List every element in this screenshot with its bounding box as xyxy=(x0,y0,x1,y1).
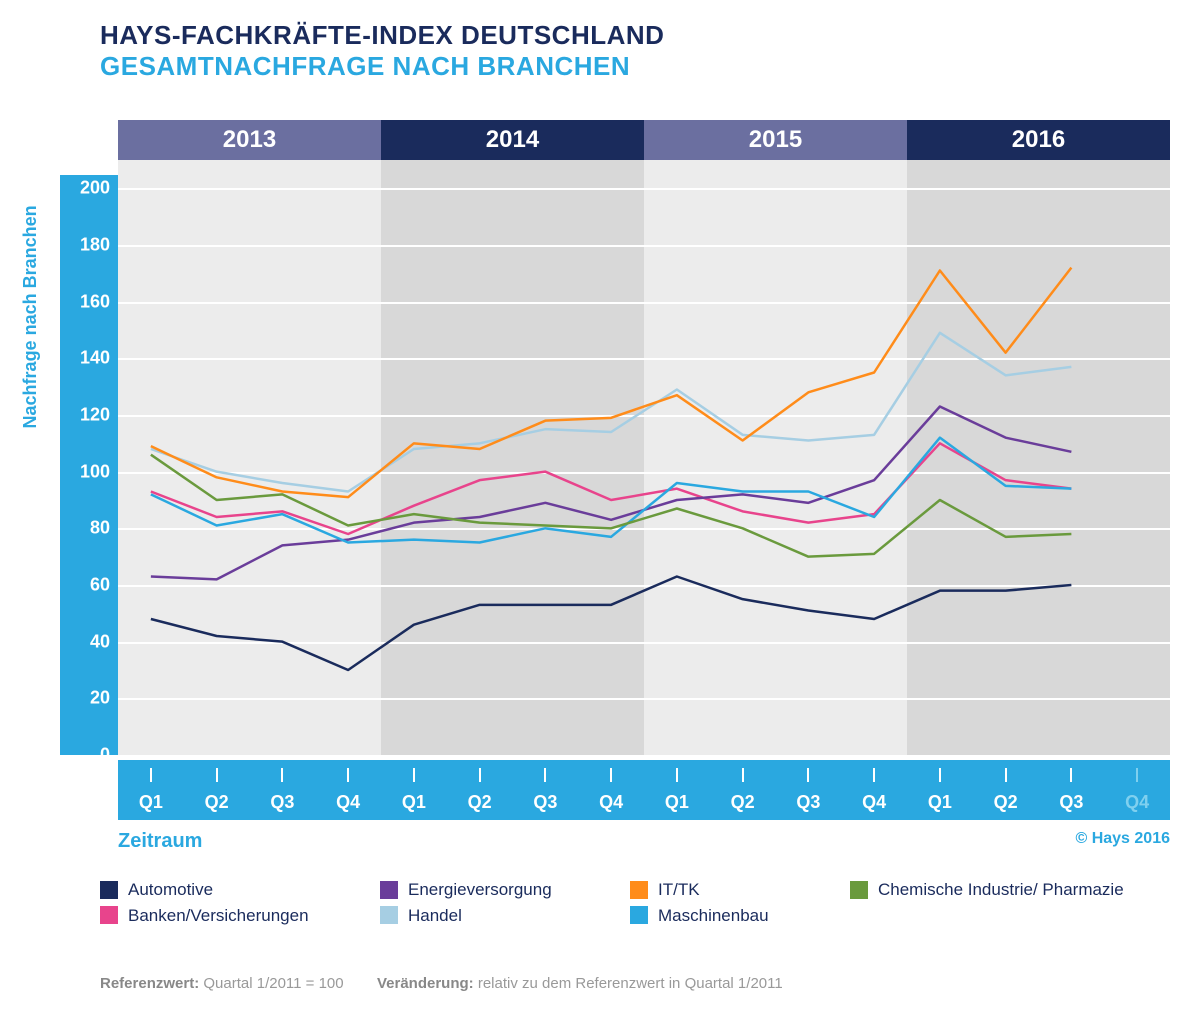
y-axis-label: Nachfrage nach Branchen xyxy=(20,205,41,428)
x-axis-bar: Q1 Q2 Q3 Q4 Q1 Q2 Q3 Q4 Q1 Q2 Q3 Q4 Q1 Q2 Q3 Q4 xyxy=(118,760,1170,820)
legend-item: Handel xyxy=(380,906,552,926)
legend-label: Automotive xyxy=(128,880,213,900)
y-tick-label: 60 xyxy=(90,575,110,596)
legend-swatch xyxy=(100,906,118,924)
x-tick-label: Q4 xyxy=(599,792,623,813)
year-header: 2014 xyxy=(381,120,644,160)
y-axis-bar: 204060801001201401601802000 xyxy=(60,175,118,755)
x-tick-label: Q2 xyxy=(468,792,492,813)
y-tick-label: 200 xyxy=(80,178,110,199)
footnote-chg-label: Veränderung: xyxy=(377,975,474,992)
x-tick-mark xyxy=(610,768,612,782)
x-tick-mark xyxy=(676,768,678,782)
y-tick-label: 140 xyxy=(80,348,110,369)
series-line xyxy=(151,438,1072,543)
year-header: 2013 xyxy=(118,120,381,160)
legend-label: Banken/Versicherungen xyxy=(128,906,309,926)
footnote-chg-text: relativ zu dem Referenzwert in Quartal 1… xyxy=(474,975,783,992)
x-tick-mark xyxy=(807,768,809,782)
line-chart-svg xyxy=(118,160,1170,755)
x-axis-label: Zeitraum xyxy=(118,830,202,853)
chart-container: Nachfrage nach Branchen 2040608010012014… xyxy=(30,120,1170,820)
x-tick-mark xyxy=(347,768,349,782)
x-tick-label: Q1 xyxy=(665,792,689,813)
x-tick-mark xyxy=(413,768,415,782)
x-tick-label: Q2 xyxy=(994,792,1018,813)
x-tick-label: Q3 xyxy=(796,792,820,813)
x-tick-label: Q1 xyxy=(928,792,952,813)
x-tick-mark xyxy=(1005,768,1007,782)
legend-item: Banken/Versicherungen xyxy=(100,906,309,926)
x-tick-mark xyxy=(939,768,941,782)
legend-label: Chemische Industrie/ Pharmazie xyxy=(878,880,1124,900)
gridline xyxy=(118,755,1170,757)
x-tick-mark xyxy=(281,768,283,782)
x-tick-label: Q2 xyxy=(205,792,229,813)
y-tick-label: 0 xyxy=(100,745,110,766)
x-tick-mark xyxy=(544,768,546,782)
x-tick-label: Q2 xyxy=(731,792,755,813)
x-tick-mark xyxy=(150,768,152,782)
chart-title: HAYS-FACHKRÄFTE-INDEX DEUTSCHLAND GESAMT… xyxy=(100,20,664,82)
legend-swatch xyxy=(100,881,118,899)
series-line xyxy=(151,577,1072,671)
plot-area: 2013201420152016 xyxy=(118,120,1170,755)
footnote-ref-label: Referenzwert: xyxy=(100,975,199,992)
legend-swatch xyxy=(380,906,398,924)
legend-label: Maschinenbau xyxy=(658,906,769,926)
y-tick-label: 100 xyxy=(80,461,110,482)
legend-column: Automotive Banken/Versicherungen xyxy=(100,880,309,931)
copyright-text: © Hays 2016 xyxy=(1075,830,1170,848)
legend-column: IT/TK Maschinenbau xyxy=(630,880,769,931)
y-tick-label: 80 xyxy=(90,518,110,539)
x-tick-mark xyxy=(742,768,744,782)
footnote-ref-text: Quartal 1/2011 = 100 xyxy=(199,975,343,992)
x-tick-label: Q3 xyxy=(270,792,294,813)
y-tick-label: 40 xyxy=(90,631,110,652)
legend-swatch xyxy=(380,881,398,899)
x-tick-label: Q3 xyxy=(1059,792,1083,813)
legend-label: IT/TK xyxy=(658,880,700,900)
series-line xyxy=(151,268,1072,498)
legend-swatch xyxy=(630,906,648,924)
x-tick-mark xyxy=(1070,768,1072,782)
legend-label: Energieversorgung xyxy=(408,880,552,900)
y-tick-label: 120 xyxy=(80,405,110,426)
y-tick-label: 20 xyxy=(90,688,110,709)
legend-column: Chemische Industrie/ Pharmazie xyxy=(850,880,1124,906)
x-tick-mark xyxy=(479,768,481,782)
x-tick-label: Q4 xyxy=(336,792,360,813)
x-tick-label: Q4 xyxy=(1125,792,1149,813)
year-header: 2015 xyxy=(644,120,907,160)
y-tick-label: 180 xyxy=(80,235,110,256)
legend-item: Energieversorgung xyxy=(380,880,552,900)
title-line-2: GESAMTNACHFRAGE NACH BRANCHEN xyxy=(100,51,664,82)
legend-label: Handel xyxy=(408,906,462,926)
x-tick-mark xyxy=(1136,768,1138,782)
legend-item: Automotive xyxy=(100,880,309,900)
x-tick-mark xyxy=(873,768,875,782)
legend-swatch xyxy=(630,881,648,899)
footnote: Referenzwert: Quartal 1/2011 = 100 Verän… xyxy=(100,975,783,992)
title-line-1: HAYS-FACHKRÄFTE-INDEX DEUTSCHLAND xyxy=(100,20,664,51)
legend-swatch xyxy=(850,881,868,899)
legend-item: Chemische Industrie/ Pharmazie xyxy=(850,880,1124,900)
year-header: 2016 xyxy=(907,120,1170,160)
legend-item: Maschinenbau xyxy=(630,906,769,926)
x-tick-label: Q3 xyxy=(533,792,557,813)
x-tick-label: Q1 xyxy=(139,792,163,813)
y-tick-label: 160 xyxy=(80,291,110,312)
x-tick-label: Q1 xyxy=(402,792,426,813)
x-tick-label: Q4 xyxy=(862,792,886,813)
legend-item: IT/TK xyxy=(630,880,769,900)
x-tick-mark xyxy=(216,768,218,782)
series-line xyxy=(151,455,1072,557)
legend-column: Energieversorgung Handel xyxy=(380,880,552,931)
